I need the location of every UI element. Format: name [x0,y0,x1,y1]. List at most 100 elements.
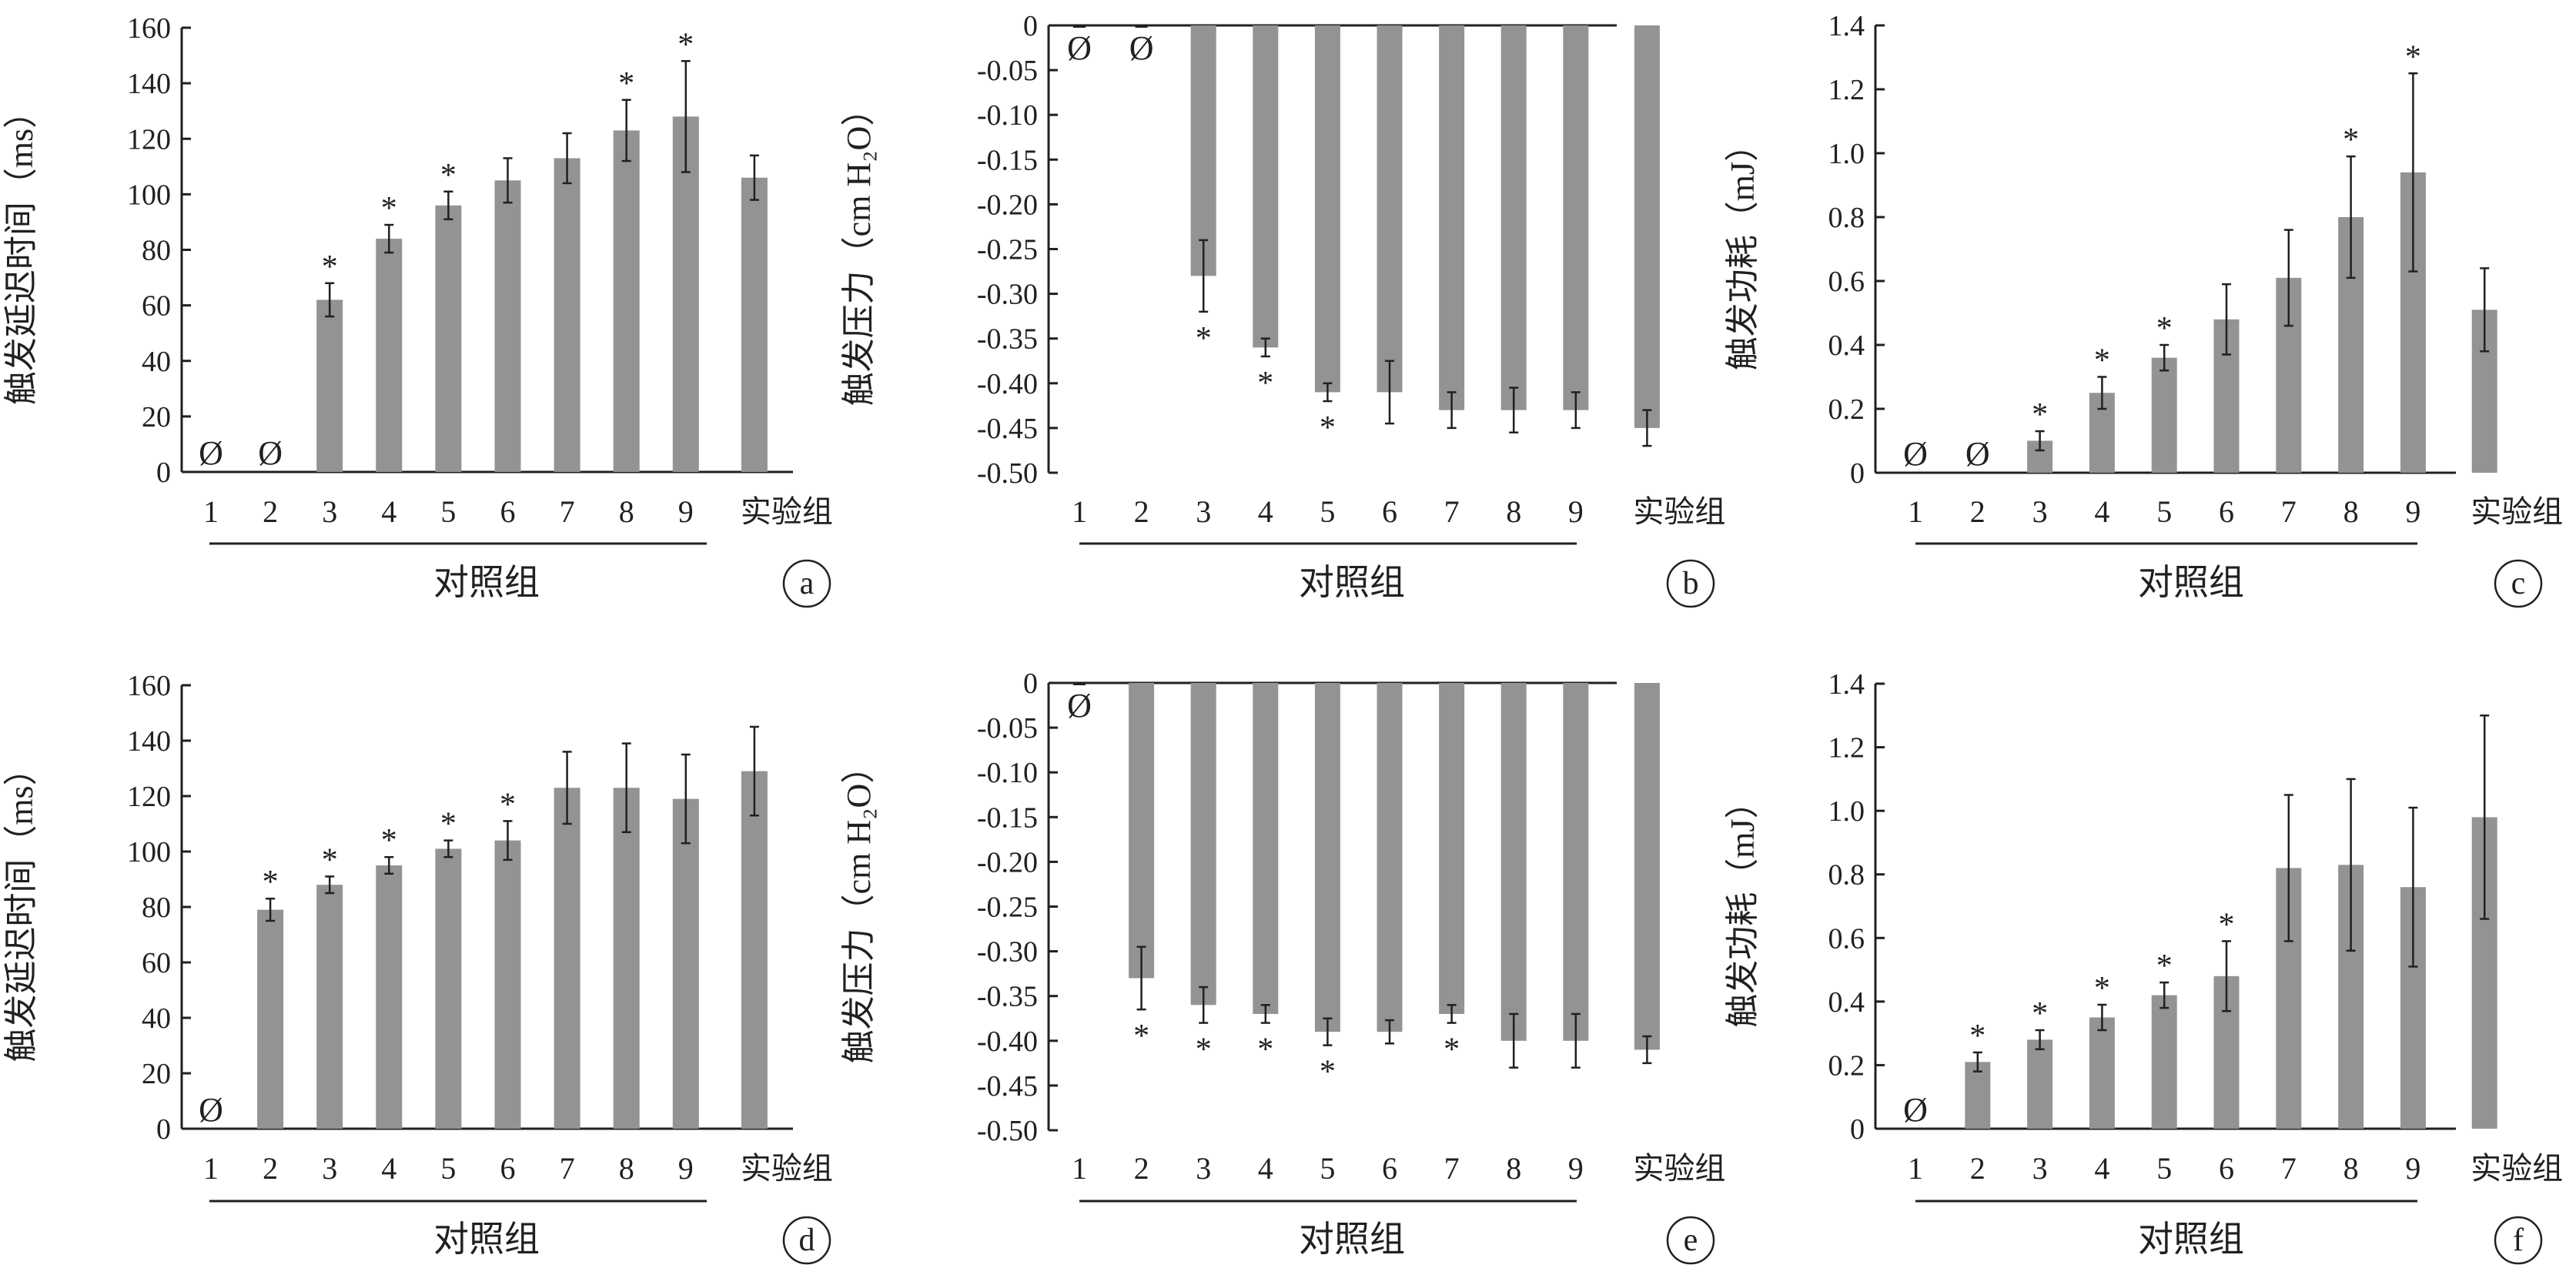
y-tick-label: -0.45 [977,413,1038,445]
bar [2089,1017,2115,1129]
y-tick-label: 0 [1023,668,1038,700]
y-tick-label: 80 [142,235,171,267]
y-tick-label: -0.45 [977,1070,1038,1103]
y-tick-label: 120 [127,781,171,813]
group-label: 对照组 [2138,1220,2244,1259]
bar [376,865,403,1129]
chart-panel-c: 0 0.2 0.4 0.6 0.8 1.0 1.2 1.4 触发功耗（mJ） Ø 1 Ø 2 * 3 * 4 * 5… [1724,10,2563,608]
bar [1377,25,1403,393]
significance-star: * [322,249,338,285]
y-tick-label: 160 [127,12,171,45]
chart-panel-f: 0 0.2 0.4 0.6 0.8 1.0 1.2 1.4 触发功耗（mJ） Ø 1 * 2 * 3 * 4 * 5… [1724,668,2563,1265]
y-tick-label: -0.15 [977,801,1038,834]
y-tick-label: 0.6 [1828,922,1865,955]
group-label: 对照组 [2138,563,2244,602]
category-label: 7 [1444,494,1460,529]
significance-star: * [2219,907,2235,942]
y-tick-label: 100 [127,836,171,868]
bar [1377,683,1403,1032]
null-value-mark: Ø [199,1091,223,1129]
y-tick-label: -0.25 [977,892,1038,924]
bar [554,158,580,472]
null-value-mark: Ø [1129,29,1154,67]
bar [741,177,768,473]
category-label: 1 [203,494,219,529]
category-label: 1 [203,1151,219,1186]
category-label: 2 [263,494,278,529]
category-label: 4 [381,494,396,529]
panel-letter-circle [1666,559,1715,608]
category-label: 4 [2094,1151,2109,1186]
panel-letter-circle [2494,1216,2543,1265]
category-label: 2 [1134,1151,1149,1186]
group-label: 对照组 [1299,563,1405,602]
bar [1190,25,1216,276]
category-label: 7 [1444,1151,1460,1186]
category-label: 7 [2281,1151,2297,1186]
category-label: 6 [2219,494,2234,529]
category-label: 3 [322,1151,337,1186]
y-tick-label: 1.0 [1828,795,1865,828]
category-label: 9 [678,1151,694,1186]
significance-star: * [381,823,397,858]
bar [494,840,521,1129]
category-label: 2 [1970,1151,1986,1186]
category-label: 5 [440,1151,456,1186]
category-label: 2 [1970,494,1986,529]
bar [554,788,580,1129]
bar [741,771,768,1129]
y-tick-label: 1.4 [1828,10,1865,42]
bar [376,239,403,472]
panel-letter: d [799,1223,815,1258]
y-tick-label: 1.2 [1828,74,1865,106]
y-tick-label: 80 [142,892,171,924]
experimental-group-label: 实验组 [741,494,833,529]
significance-star: * [677,27,694,62]
significance-star: * [1133,1019,1149,1054]
category-label: 9 [2405,1151,2420,1186]
category-label: 4 [381,1151,396,1186]
bar [2151,357,2177,473]
category-label: 5 [2156,1151,2172,1186]
category-label: 4 [2094,494,2109,529]
bar [1500,683,1527,1041]
y-tick-label: 0.2 [1828,1049,1865,1082]
bar [2027,1039,2053,1129]
category-label: 4 [1258,1151,1273,1186]
bar [1634,683,1660,1050]
y-tick-label: -0.05 [977,712,1038,745]
category-label: 6 [1382,494,1397,529]
experimental-group-label: 实验组 [1633,494,1725,529]
y-tick-label: -0.40 [977,368,1038,400]
category-label: 9 [2405,494,2420,529]
null-value-mark: Ø [1067,687,1092,724]
significance-star: * [2094,971,2110,1006]
significance-star: * [2094,343,2110,379]
panel-letter-circle [782,1216,831,1265]
y-tick-label: 140 [127,68,171,100]
y-tick-label: -0.40 [977,1026,1038,1058]
y-axis-label: 触发延迟时间（ms） [2,751,40,1062]
category-label: 8 [2343,1151,2359,1186]
y-tick-label: 0.8 [1828,859,1865,892]
category-label: 3 [1196,494,1211,529]
y-tick-label: 0 [156,457,171,489]
category-label: 8 [619,1151,634,1186]
null-value-mark: Ø [199,434,223,472]
category-label: 7 [560,494,575,529]
y-tick-label: 160 [127,670,171,702]
y-tick-label: 0 [1850,1113,1865,1146]
category-label: 7 [560,1151,575,1186]
chart-panel-b: 0 -0.05 -0.10 -0.15 -0.20 -0.25 -0.30 -0.35 -0.4… [840,10,1725,608]
category-label: 1 [1072,1151,1087,1186]
category-label: 1 [1072,494,1087,529]
panel-letter-circle [2494,559,2543,608]
null-value-mark: Ø [1903,435,1928,473]
significance-star: * [381,191,397,226]
category-label: 6 [2219,1151,2234,1186]
bar [435,205,462,472]
bar [1314,683,1340,1032]
category-label: 8 [1506,1151,1521,1186]
bar [2151,995,2177,1129]
